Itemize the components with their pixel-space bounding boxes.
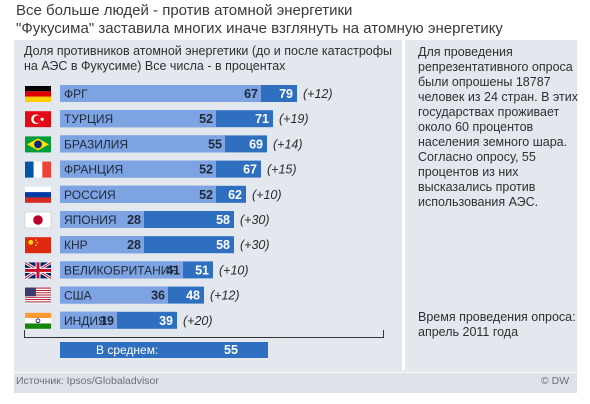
russia-flag-icon xyxy=(25,186,51,203)
average-bar xyxy=(60,342,268,358)
value-after-label: 48 xyxy=(186,289,200,303)
value-after-label: 58 xyxy=(216,238,230,252)
change-label: (+12) xyxy=(210,289,240,303)
change-label: (+14) xyxy=(273,137,303,151)
bar-row: РОССИЯ 52 62 (+10) xyxy=(25,185,282,203)
change-label: (+30) xyxy=(240,213,270,227)
value-before-label: 28 xyxy=(127,238,141,252)
value-after-label: 79 xyxy=(279,87,293,101)
panel-divider xyxy=(402,40,405,370)
change-label: (+15) xyxy=(267,163,297,177)
bar-before xyxy=(60,160,216,178)
footer-bar xyxy=(14,372,577,393)
value-after-label: 71 xyxy=(255,112,269,126)
bar-row: США 36 48 (+12) xyxy=(25,286,240,304)
average-value: 55 xyxy=(224,343,238,357)
category-label: ВЕЛИКОБРИТАНИЯ xyxy=(64,263,178,277)
bar-row: ФРГ 67 79 (+12) xyxy=(25,85,333,102)
value-after-label: 51 xyxy=(195,263,209,277)
france-flag-icon xyxy=(25,161,51,178)
usa-flag-icon xyxy=(25,287,51,304)
category-label: США xyxy=(64,289,92,303)
value-after-label: 67 xyxy=(243,163,257,177)
value-after-label: 62 xyxy=(228,188,242,202)
bar-before xyxy=(60,85,261,102)
bar-before xyxy=(60,110,216,128)
brazil-flag-icon xyxy=(25,136,51,153)
change-label: (+20) xyxy=(183,314,213,328)
category-label: РОССИЯ xyxy=(64,188,116,202)
bar-row: ТУРЦИЯ 52 71 (+19) xyxy=(25,110,309,128)
survey-note: Для проведения репрезентативного опроса … xyxy=(418,45,578,209)
bar-row: КНР 28 58 (+30) xyxy=(25,236,270,254)
germany-flag-icon xyxy=(25,86,51,102)
survey-timeframe: Время проведения опроса: апрель 2011 год… xyxy=(418,310,576,339)
category-label: ИНДИЯ xyxy=(64,314,107,328)
value-after-label: 58 xyxy=(216,213,230,227)
value-after-label: 69 xyxy=(249,137,263,151)
category-label: ФРГ xyxy=(64,87,88,101)
average-bracket xyxy=(24,330,384,338)
dw-logo: © DW xyxy=(541,375,570,387)
bar-before xyxy=(60,311,117,329)
bar-row: ЯПОНИЯ 28 58 (+30) xyxy=(24,211,270,229)
bar-row: ФРАНЦИЯ 52 67 (+15) xyxy=(25,160,297,178)
bar-before xyxy=(60,236,144,254)
change-label: (+12) xyxy=(303,87,333,101)
india-flag-icon xyxy=(25,312,51,329)
category-label: ФРАНЦИЯ xyxy=(64,163,123,177)
page-subtitle: "Фукусима" заставила многих иначе взглян… xyxy=(16,20,503,37)
category-label: ЯПОНИЯ xyxy=(64,213,117,227)
value-before-label: 28 xyxy=(127,213,141,227)
value-after-label: 39 xyxy=(159,314,173,328)
bar-row: БРАЗИЛИЯ 55 69 (+14) xyxy=(25,135,303,153)
change-label: (+10) xyxy=(252,188,282,202)
change-label: (+10) xyxy=(219,263,249,277)
uk-flag-icon xyxy=(24,261,52,280)
value-before-label: 19 xyxy=(100,314,114,328)
bar-before xyxy=(60,286,168,304)
turkey-flag-icon xyxy=(25,111,51,128)
bar-before xyxy=(60,211,144,228)
bar-before xyxy=(60,185,216,203)
page-title: Все больше людей - против атомной энерге… xyxy=(16,2,353,19)
bar-before xyxy=(60,135,225,153)
category-label: БРАЗИЛИЯ xyxy=(64,137,128,151)
value-before-label: 52 xyxy=(199,112,213,126)
category-label: КНР xyxy=(64,238,88,252)
value-before-label: 55 xyxy=(208,137,222,151)
average-label: В среднем: xyxy=(96,343,159,357)
change-label: (+30) xyxy=(240,238,270,252)
value-before-label: 67 xyxy=(244,87,258,101)
chart-caption: Доля противников атомной энергетики (до … xyxy=(24,44,393,73)
change-label: (+19) xyxy=(279,112,309,126)
china-flag-icon xyxy=(25,237,51,254)
source-text: Источник: Ipsos/Globaladvisor xyxy=(16,375,159,387)
value-before-label: 41 xyxy=(166,263,180,277)
japan-flag-icon xyxy=(24,211,52,229)
bar-before xyxy=(60,261,183,279)
value-before-label: 36 xyxy=(151,289,165,303)
value-before-label: 52 xyxy=(199,163,213,177)
value-before-label: 52 xyxy=(199,188,213,202)
category-label: ТУРЦИЯ xyxy=(64,112,113,126)
